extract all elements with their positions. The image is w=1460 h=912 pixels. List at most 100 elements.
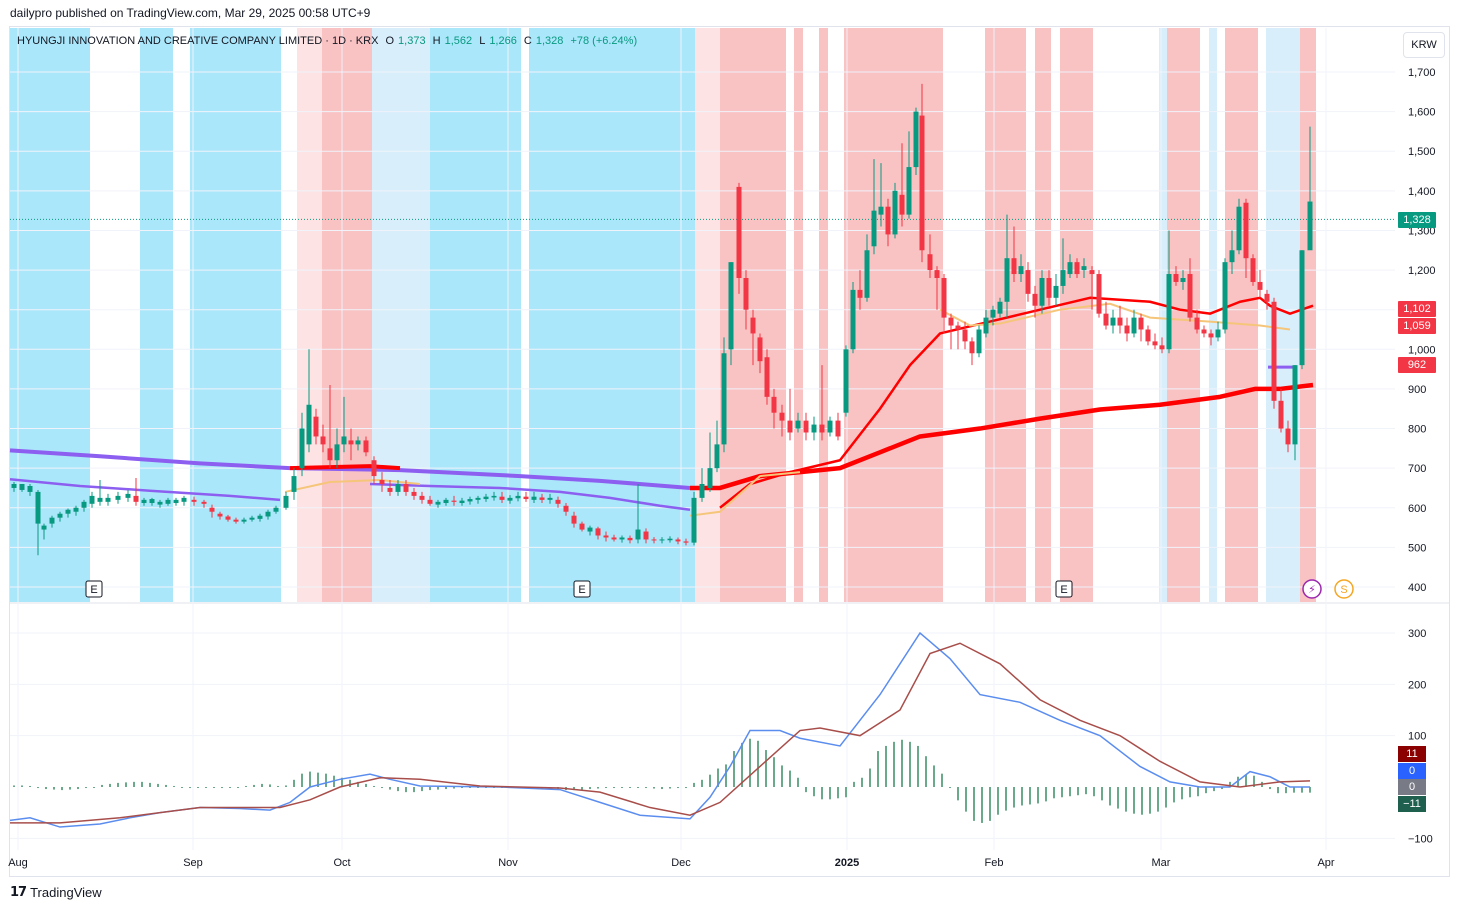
candle-body (948, 317, 954, 326)
candle-body (1285, 428, 1291, 445)
regime-band (1167, 28, 1200, 602)
price-tick-label: 1,600 (1408, 107, 1436, 119)
regime-band (1266, 28, 1300, 602)
candle-body (547, 497, 553, 500)
footer-brand[interactable]: 𝟭𝟳 TradingView (10, 884, 102, 900)
candle-body (913, 111, 919, 168)
candle-body (699, 484, 705, 498)
macd-tag: 0 (1398, 763, 1426, 779)
candle-body (1011, 258, 1017, 275)
candle-body (707, 468, 713, 488)
chart-frame (9, 26, 1450, 877)
price-tick-label: 1,700 (1408, 67, 1436, 79)
macd-hist-bar (749, 738, 751, 787)
candle-body (934, 270, 940, 278)
price-tick-label: 1,400 (1408, 186, 1436, 198)
macd-hist-bar (701, 779, 703, 787)
candle-body (1110, 317, 1116, 326)
last-price-tag: 1,328 (1398, 212, 1436, 228)
macd-hist-bar (197, 787, 199, 788)
macd-hist-bar (813, 787, 815, 797)
macd-hist-bar (1053, 787, 1055, 799)
macd-hist-bar (1149, 787, 1151, 814)
macd-hist-bar (165, 784, 167, 787)
ma1-price-tag: 1,102 (1398, 301, 1436, 317)
macd-hist-bar (125, 782, 127, 787)
candle-body (1039, 278, 1045, 306)
candle-body (997, 301, 1003, 314)
candle-body (1299, 250, 1305, 366)
candle-body (969, 341, 975, 354)
ma-short-orange (284, 479, 421, 493)
candle-body (1257, 281, 1263, 290)
candle-body (850, 289, 856, 350)
macd-hist-bar (461, 787, 463, 789)
macd-hist-bar (53, 787, 55, 790)
candle-body (209, 507, 215, 512)
regime-band (794, 28, 803, 602)
macd-hist-bar (381, 787, 383, 789)
time-label: Nov (498, 857, 518, 869)
candle-body (355, 440, 361, 445)
macd-hist-bar (669, 787, 671, 789)
candle-body (89, 495, 95, 504)
macd-hist-bar (373, 785, 375, 787)
candle-body (728, 262, 734, 350)
macd-hist-bar (869, 768, 871, 787)
candle-body (1032, 293, 1038, 306)
zero-tag: −11 (1398, 796, 1426, 812)
earnings-label: E (1060, 584, 1067, 596)
currency-button[interactable]: KRW (1403, 32, 1445, 58)
macd-hist-bar (957, 787, 959, 801)
macd-hist-bar (949, 787, 951, 789)
candle-body (843, 349, 849, 413)
candle-body (1201, 329, 1207, 334)
candle-body (65, 509, 71, 514)
macd-hist-bar (261, 783, 263, 787)
time-label: Feb (985, 857, 1004, 869)
candle-body (435, 501, 441, 505)
macd-hist-bar (189, 787, 191, 789)
macd-hist-bar (1101, 787, 1103, 801)
candle-body (1089, 270, 1095, 275)
candle-body (419, 495, 425, 500)
candle-body (683, 541, 689, 543)
candle-body (427, 499, 433, 504)
candle-body (291, 476, 297, 492)
earnings-marker (85, 580, 103, 598)
macd-hist-bar (317, 772, 319, 787)
candle-body (27, 485, 33, 492)
candle-body (1046, 278, 1052, 298)
candle-body (149, 499, 155, 504)
candle-body (1025, 270, 1031, 294)
candle-body (736, 186, 742, 278)
ma-long-red-early (289, 464, 401, 471)
lightning-icon (1302, 579, 1322, 599)
candle-body (927, 254, 933, 271)
macd-hist-bar (989, 787, 991, 821)
macd-hist-bar (765, 750, 767, 787)
macd-hist-bar (37, 787, 39, 789)
macd-hist-bar (1077, 787, 1079, 796)
macd-hist-bar (1109, 787, 1111, 806)
macd-hist-bar (1309, 787, 1311, 793)
candle-body (941, 278, 947, 318)
candle-body (217, 513, 223, 517)
candle-body (443, 499, 449, 504)
macd-hist-bar (1221, 787, 1223, 790)
time-label: Dec (671, 857, 691, 869)
candle-body (241, 519, 247, 522)
macd-hist-bar (1253, 775, 1255, 787)
brand-text: TradingView (30, 884, 102, 900)
macd-hist-bar (453, 787, 455, 789)
macd-hist-bar (1165, 787, 1167, 808)
macd-hist-bar (1061, 787, 1063, 798)
regime-band (1060, 28, 1093, 602)
candle-body (1187, 274, 1193, 318)
macd-hist-bar (357, 781, 359, 787)
candle-body (864, 250, 870, 298)
signal-line (10, 642, 1311, 824)
ma-short-orange-2 (689, 471, 801, 517)
macd-hist-bar (981, 787, 983, 823)
